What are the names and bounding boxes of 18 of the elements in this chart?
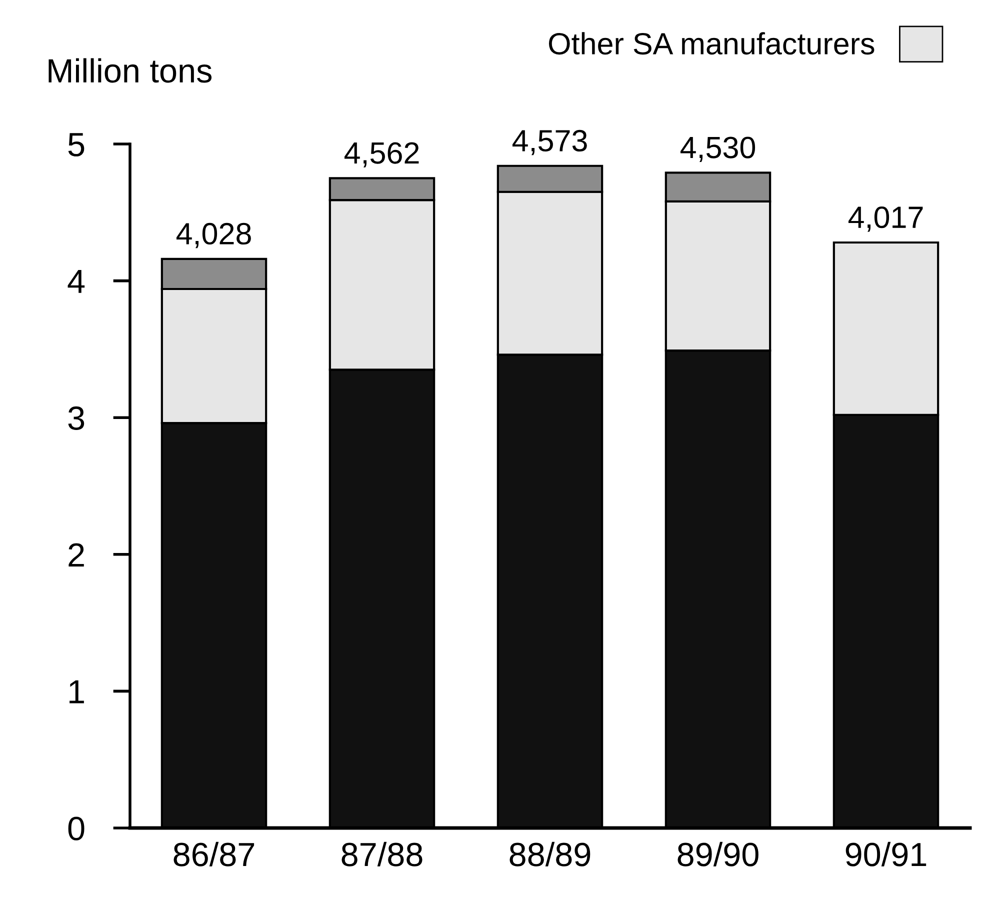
y-tick-label: 0 — [68, 816, 84, 840]
annotation: 4,530 — [680, 136, 756, 162]
x-tick-label: 88/89 — [510, 842, 590, 866]
y-tick-label: 4 — [68, 270, 85, 293]
x-tick-label: 89/90 — [678, 842, 758, 866]
annotation: 4,028 — [176, 222, 251, 248]
annotation: 4,562 — [344, 142, 419, 168]
x-tick-label: 87/88 — [342, 842, 422, 866]
y-tick-label: 1 — [70, 680, 84, 704]
annotation: 4,017 — [848, 206, 923, 232]
y-axis-title: Million tons — [48, 58, 212, 83]
y-tick-label: 2 — [68, 543, 84, 566]
x-tick-label: 86/87 — [174, 842, 254, 866]
y-tick-label: 5 — [68, 133, 84, 156]
annotation: 4,573 — [512, 130, 587, 156]
x-tick-label: 90/91 — [846, 842, 926, 866]
legend-label: Other SA manufacturers — [548, 32, 874, 55]
y-tick-label: 3 — [68, 406, 84, 430]
